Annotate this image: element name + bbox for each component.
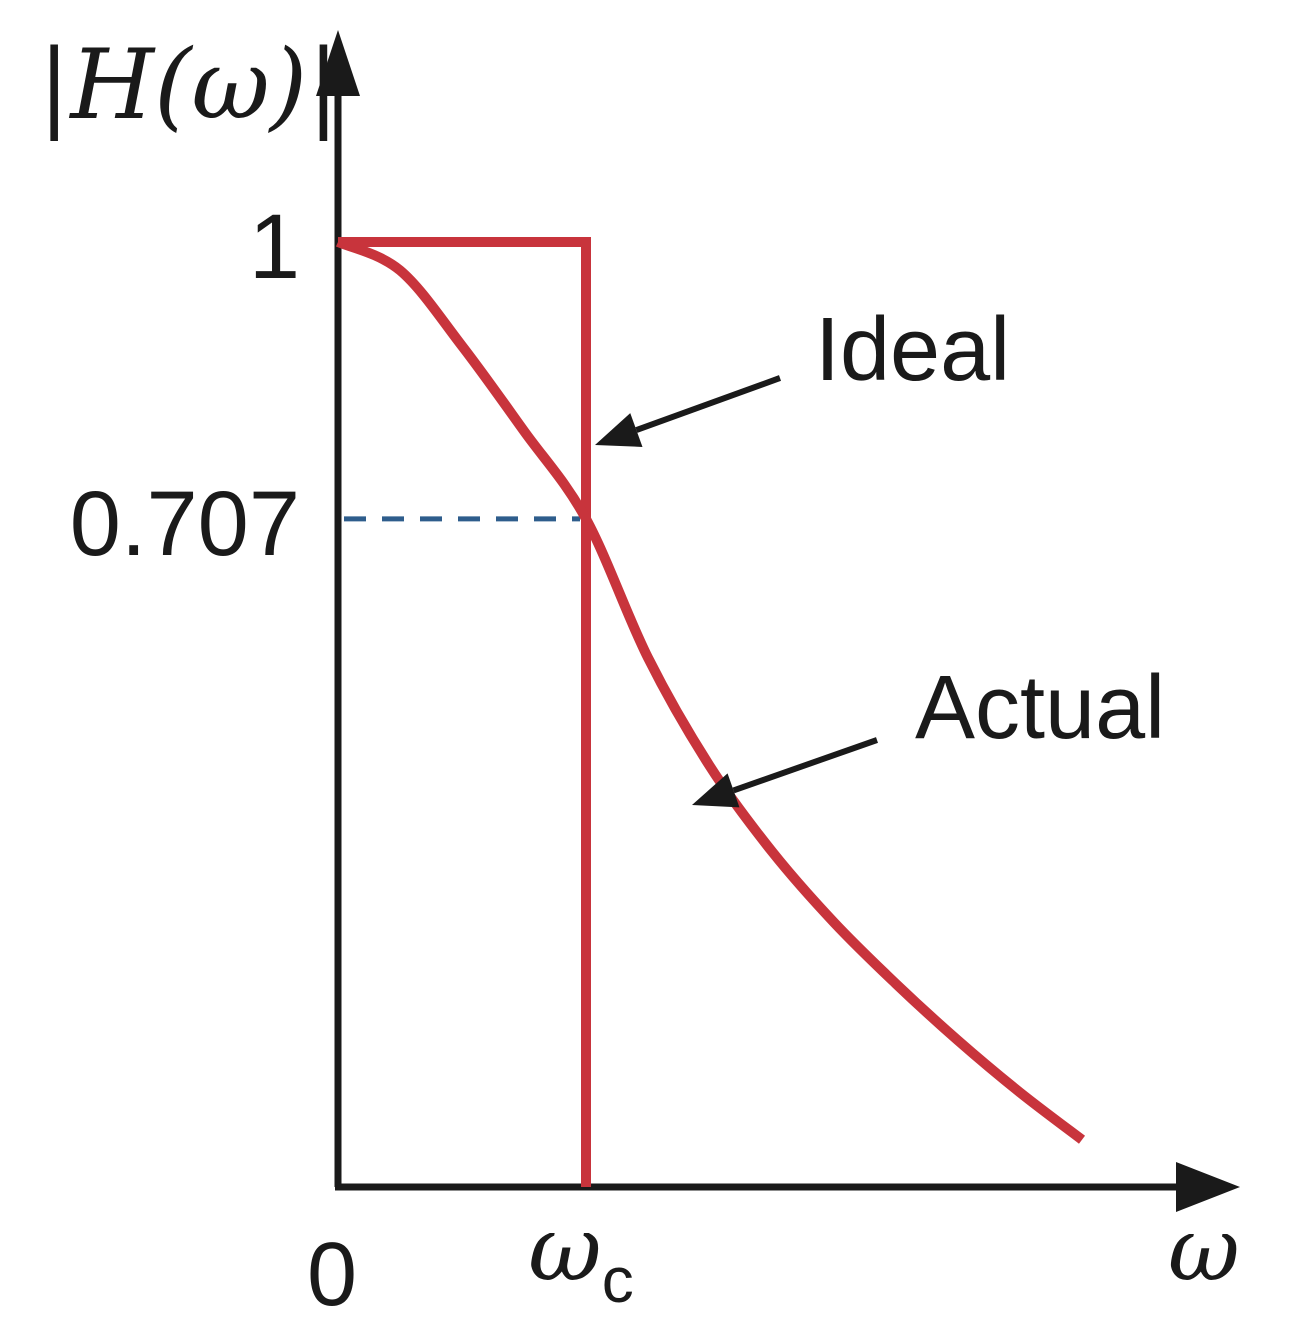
y-axis-arrowhead bbox=[316, 30, 360, 96]
annotations: Ideal Actual bbox=[595, 300, 1165, 808]
series-actual-line bbox=[335, 237, 1086, 1144]
y-tick-label-0: 1 bbox=[249, 196, 300, 298]
y-axis-label: |H(ω)| bbox=[38, 29, 340, 141]
annotation-actual-arrowhead bbox=[692, 773, 740, 808]
x-tick-label-1: ωc bbox=[528, 1197, 633, 1316]
annotation-ideal-arrow-shaft bbox=[635, 375, 782, 433]
series-group bbox=[335, 237, 1086, 1187]
axes: |H(ω)| ω bbox=[38, 29, 1240, 1301]
annotation-ideal-arrowhead bbox=[595, 413, 643, 447]
annotation-actual-label: Actual bbox=[915, 658, 1165, 758]
x-axis-label: ω bbox=[1168, 1198, 1240, 1301]
annotation-actual-arrow-shaft bbox=[732, 737, 878, 794]
x-axis-arrowhead bbox=[1176, 1162, 1240, 1212]
annotation-ideal-label: Ideal bbox=[815, 300, 1010, 400]
y-tick-label-1: 0.707 bbox=[70, 473, 300, 575]
tick-labels: 1 0.707 0 ωc bbox=[70, 196, 634, 1325]
x-tick-label-0: 0 bbox=[307, 1225, 357, 1325]
series-ideal-line bbox=[338, 237, 591, 1187]
